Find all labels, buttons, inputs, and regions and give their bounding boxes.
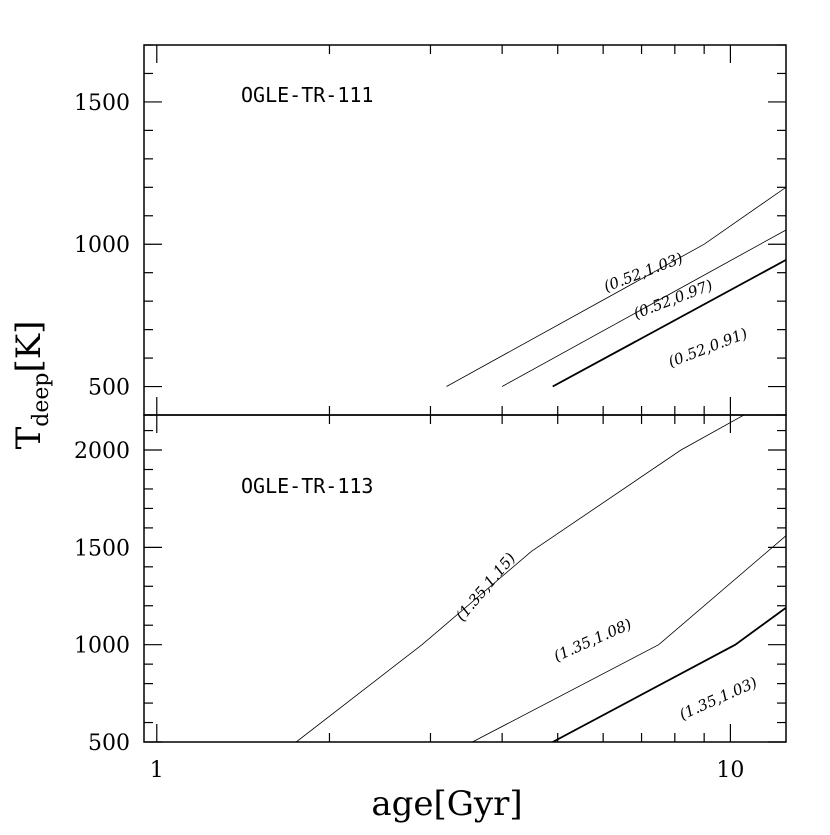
y-tick-label: 2000: [74, 439, 130, 464]
series-line: [552, 606, 786, 742]
axes-layer: [143, 44, 787, 743]
y-axis-title-main: T: [9, 426, 49, 449]
panel-frame-2: [143, 414, 787, 743]
series-label: (0.52,0.97): [631, 276, 715, 323]
curves-layer: [295, 186, 786, 742]
top-panel-label: OGLE-TR-111: [241, 83, 373, 107]
x-tick-label: 10: [716, 758, 744, 783]
ticks-layer: [144, 44, 786, 743]
series-label: (0.52,1.03): [601, 249, 685, 296]
series-line: [552, 259, 786, 388]
y-tick-label: 1000: [74, 233, 130, 258]
series-line: [501, 229, 786, 387]
y-tick-label: 500: [88, 731, 130, 756]
series-label: (1.35,1.03): [677, 673, 761, 723]
y-axis-title-sub: deep: [29, 373, 54, 427]
series-label: (0.52,0.91): [666, 324, 750, 371]
y-tick-label: 1000: [74, 634, 130, 659]
y-axis-title: Tdeep[K]: [9, 321, 54, 450]
y-axis-title-unit: [K]: [9, 321, 49, 373]
labels-layer: 50010001500(0.52,1.03)(0.52,0.97)(0.52,0…: [74, 91, 760, 783]
y-tick-label: 500: [88, 376, 130, 401]
y-tick-label: 1500: [74, 536, 130, 561]
bottom-panel-label: OGLE-TR-113: [241, 474, 373, 498]
series-line: [295, 415, 745, 742]
x-axis-title: age[Gyr]: [371, 784, 522, 824]
series-label: (1.35,1.08): [551, 615, 635, 665]
series-label: (1.35,1.15): [452, 549, 519, 624]
y-tick-label: 1500: [74, 91, 130, 116]
series-line: [472, 535, 786, 742]
x-tick-label: 1: [150, 758, 164, 783]
series-line: [446, 186, 786, 387]
